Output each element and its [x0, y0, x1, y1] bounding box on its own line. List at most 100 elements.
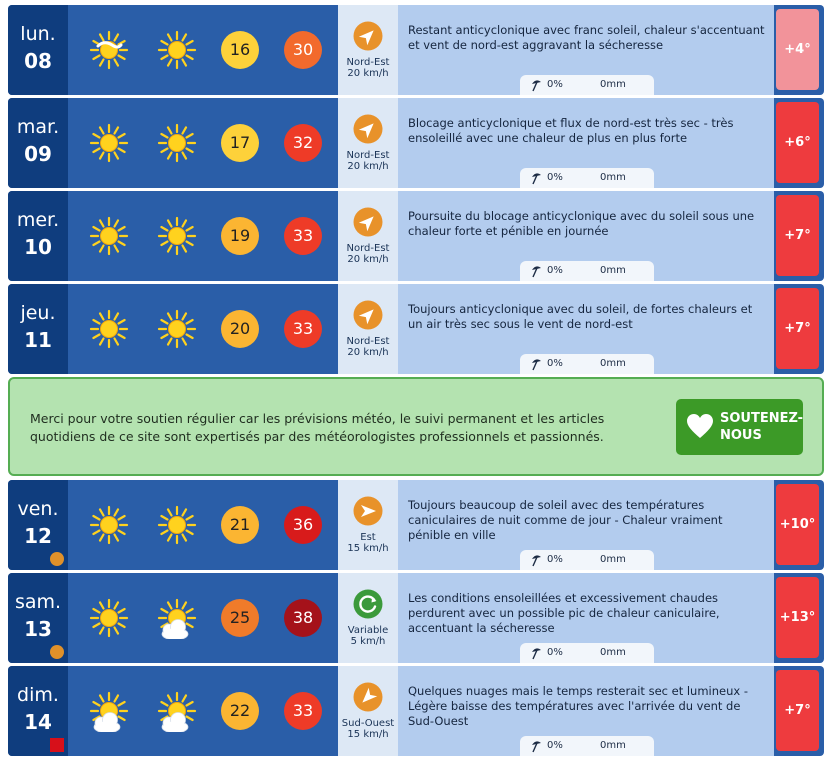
description-cell: Poursuite du blocage anticyclonique avec… [398, 191, 774, 281]
support-banner: Merci pour votre soutien régulier car le… [8, 377, 824, 476]
day-name: lun. [20, 23, 56, 45]
temp-max-badge: 38 [284, 599, 322, 637]
temperature-deviation-badge: +7° [776, 670, 819, 751]
temperature-deviation-badge: +4° [776, 9, 819, 90]
heat-alert-dot-icon [50, 552, 64, 566]
description-cell: Toujours anticyclonique avec du soleil, … [398, 284, 774, 374]
umbrella-icon [532, 648, 541, 660]
rain-amount: 0mm [600, 554, 626, 565]
day-number: 12 [24, 524, 52, 548]
description-cell: Restant anticyclonique avec franc soleil… [398, 5, 774, 95]
temp-max-badge: 32 [284, 124, 322, 162]
temp-max-badge: 30 [284, 31, 322, 69]
rain-probability: 0% [547, 647, 563, 658]
wind-cell: Variable 5 km/h [338, 573, 398, 663]
day-name: mar. [16, 116, 60, 138]
rain-probability: 0% [547, 265, 563, 276]
forecast-row[interactable]: sam. 13 25 38 Variable 5 km/h Les condit… [8, 573, 824, 663]
rain-probability: 0% [547, 740, 563, 751]
rain-info: 0% 0mm [520, 75, 654, 95]
wind-speed: 20 km/h [347, 254, 389, 265]
wind-cell: Nord-Est 20 km/h [338, 98, 398, 188]
rain-info: 0% 0mm [520, 261, 654, 281]
description-cell: Toujours beaucoup de soleil avec des tem… [398, 480, 774, 570]
temperature-deviation-badge: +7° [776, 195, 819, 276]
rain-info: 0% 0mm [520, 168, 654, 188]
description-cell: Quelques nuages mais le temps resterait … [398, 666, 774, 756]
wind-direction: Nord-Est [346, 150, 390, 161]
day-number: 11 [24, 328, 52, 352]
forecast-row[interactable]: mar. 09 17 32 Nord-Est 20 km/h Blocage a… [8, 98, 824, 188]
umbrella-icon [532, 80, 541, 92]
wind-cell: Nord-Est 20 km/h [338, 5, 398, 95]
wind-arrow-southwest-icon [353, 682, 383, 712]
rain-amount: 0mm [600, 79, 626, 90]
day-name: sam. [14, 591, 62, 613]
rain-probability: 0% [547, 554, 563, 565]
rain-info: 0% 0mm [520, 550, 654, 570]
rain-info: 0% 0mm [520, 736, 654, 756]
umbrella-icon [532, 359, 541, 371]
rain-amount: 0mm [600, 740, 626, 751]
wind-direction: Sud-Ouest [341, 718, 395, 729]
rain-amount: 0mm [600, 172, 626, 183]
wind-speed: 15 km/h [347, 543, 389, 554]
day-cell: sam. 13 [8, 573, 68, 663]
umbrella-icon [532, 173, 541, 185]
forecast-description: Blocage anticyclonique et flux de nord-e… [408, 116, 734, 145]
temp-min-badge: 17 [221, 124, 259, 162]
sun-cloud-icon [89, 691, 129, 732]
wind-arrow-northeast-icon [353, 207, 383, 237]
heat-alert-square-icon [50, 738, 64, 752]
heat-alert-dot-icon [50, 645, 64, 659]
day-name: mer. [16, 209, 60, 231]
wind-cell: Nord-Est 20 km/h [338, 284, 398, 374]
wind-direction: Nord-Est [346, 57, 390, 68]
day-cell: lun. 08 [8, 5, 68, 95]
umbrella-icon [532, 266, 541, 278]
day-cell: jeu. 11 [8, 284, 68, 374]
forecast-row[interactable]: ven. 12 21 36 Est 15 km/h Toujours beauc… [8, 480, 824, 570]
sun-icon [157, 216, 197, 256]
sun-cloud-icon [157, 598, 197, 639]
umbrella-icon [532, 741, 541, 753]
wind-speed: 20 km/h [347, 68, 389, 79]
temp-min-badge: 22 [221, 692, 259, 730]
temp-min-badge: 21 [221, 506, 259, 544]
rain-amount: 0mm [600, 647, 626, 658]
day-name: ven. [17, 498, 59, 520]
forecast-row[interactable]: lun. 08 16 30 Nord-Est 20 km/h Restant a… [8, 5, 824, 95]
rain-info: 0% 0mm [520, 643, 654, 663]
support-us-button[interactable]: SOUTENEZ- NOUS [676, 399, 803, 455]
sun-icon [157, 30, 197, 70]
wind-direction: Variable [347, 625, 389, 636]
forecast-description: Poursuite du blocage anticyclonique avec… [408, 209, 755, 238]
temp-max-badge: 33 [284, 217, 322, 255]
sun-icon [157, 505, 197, 545]
sun-icon [89, 309, 129, 349]
wind-cell: Sud-Ouest 15 km/h [338, 666, 398, 756]
forecast-row[interactable]: mer. 10 19 33 Nord-Est 20 km/h Poursuite… [8, 191, 824, 281]
forecast-description: Les conditions ensoleillées et excessive… [408, 591, 720, 635]
wind-variable-icon [353, 589, 383, 619]
temp-min-badge: 25 [221, 599, 259, 637]
temp-max-badge: 33 [284, 692, 322, 730]
day-cell: ven. 12 [8, 480, 68, 570]
temperature-deviation-badge: +10° [776, 484, 819, 565]
description-cell: Blocage anticyclonique et flux de nord-e… [398, 98, 774, 188]
rain-amount: 0mm [600, 265, 626, 276]
day-name: dim. [17, 684, 59, 706]
sun-icon [89, 505, 129, 545]
forecast-description: Toujours anticyclonique avec du soleil, … [408, 302, 753, 331]
temperature-deviation-badge: +6° [776, 102, 819, 183]
sun-icon [157, 123, 197, 163]
forecast-row[interactable]: dim. 14 22 33 Sud-Ouest 15 km/h Quelques… [8, 666, 824, 756]
wind-cell: Nord-Est 20 km/h [338, 191, 398, 281]
rain-probability: 0% [547, 358, 563, 369]
forecast-row[interactable]: jeu. 11 20 33 Nord-Est 20 km/h Toujours … [8, 284, 824, 374]
temp-min-badge: 20 [221, 310, 259, 348]
rain-info: 0% 0mm [520, 354, 654, 374]
temp-max-badge: 36 [284, 506, 322, 544]
day-name: jeu. [20, 302, 56, 324]
sun-icon [157, 309, 197, 349]
